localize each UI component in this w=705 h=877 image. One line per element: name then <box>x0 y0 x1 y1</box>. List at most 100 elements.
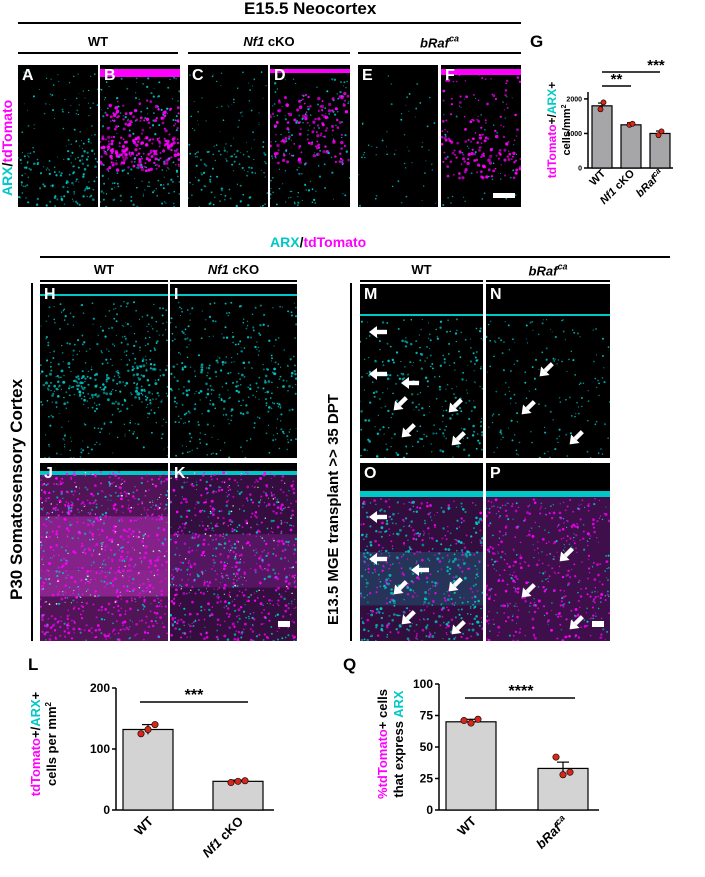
data-point-0-1 <box>145 726 151 732</box>
svg-text:tdTomato+/ARX+: tdTomato+/ARX+ <box>545 82 559 178</box>
micrograph-j: J <box>40 463 168 641</box>
x-category-label-0: WT <box>588 167 609 188</box>
micrograph-b: B <box>100 65 180 207</box>
data-point-0-0 <box>461 717 467 723</box>
bar-1 <box>621 125 641 168</box>
panel-label-d: D <box>274 67 286 85</box>
vlabel-mge: E13.5 MGE transplant >> 35 DPT <box>325 394 342 625</box>
scale-bar-k <box>278 621 290 627</box>
x-category-label-2: bRafca <box>633 166 667 200</box>
micrograph-a: A <box>18 65 98 207</box>
sig-label: **** <box>509 683 535 700</box>
y-tick-label: 0 <box>426 803 433 817</box>
panel-label-n: N <box>490 286 502 304</box>
y-axis-label: tdTomato+/ARX+cells per mm2 <box>28 691 59 796</box>
header-wt-top: WT <box>18 34 178 49</box>
micrograph-i: I <box>170 284 297 458</box>
micrograph-h: H <box>40 284 168 458</box>
micrograph-d: D <box>270 65 350 207</box>
arrow-pN-0 <box>535 359 556 380</box>
header-nf1-top: Nf1 cKO <box>188 34 350 49</box>
arrow-pM-1 <box>369 368 387 380</box>
data-point-0-0 <box>598 107 603 112</box>
panel-label-i: I <box>174 286 178 304</box>
bar-0 <box>592 106 612 168</box>
panel-label-p: P <box>490 465 501 483</box>
data-point-0-0 <box>138 731 144 737</box>
scale-bar-f <box>493 193 515 198</box>
x-category-label-0: WT <box>454 813 479 838</box>
svg-text:cells/mm2: cells/mm2 <box>561 104 573 155</box>
header-braf-mge: bRafca <box>486 262 610 278</box>
micrograph-k: K <box>170 463 297 641</box>
panel-label-a: A <box>22 67 34 85</box>
data-point-1-1 <box>235 778 241 784</box>
micrograph-n: N <box>486 284 610 458</box>
data-point-1-0 <box>228 779 234 785</box>
data-point-0-2 <box>152 721 158 727</box>
panel-label-c: C <box>192 67 204 85</box>
x-category-label-1: Nf1 cKO <box>199 814 246 861</box>
x-category-label-0: WT <box>131 813 156 838</box>
arrow-pM-0 <box>369 326 387 338</box>
data-point-1-2 <box>242 778 248 784</box>
data-point-1-2 <box>567 769 573 775</box>
data-point-1-1 <box>560 772 566 778</box>
sig-label-1: ** <box>611 71 623 88</box>
mid-header-arx-tdtomato: ARX/tdTomato <box>270 234 366 250</box>
sig-label: *** <box>185 687 204 704</box>
panel-label-b: B <box>104 67 116 85</box>
data-point-0-2 <box>475 716 481 722</box>
scale-bar-p <box>592 621 604 627</box>
y-tick-label: 25 <box>420 772 434 786</box>
x-category-label-1: bRafca <box>532 813 571 852</box>
header-wt-mge: WT <box>360 262 483 277</box>
y-tick-label: 75 <box>420 709 434 723</box>
arrow-pN-2 <box>565 427 586 448</box>
panel-label-h: H <box>44 286 56 304</box>
header-nf1-p30: Nf1 cKO <box>170 262 297 277</box>
data-point-1-1 <box>630 121 635 126</box>
rule-wt-mge <box>360 280 483 282</box>
vlabel-p30: P30 Somatosensory Cortex <box>7 379 27 600</box>
y-tick-label: 50 <box>420 740 434 754</box>
micrograph-m: M <box>360 284 483 458</box>
vlabel-arx-tdtomato-top: ARX/tdTomato <box>0 100 15 196</box>
micrograph-p: P <box>486 463 610 641</box>
y-tick-label: 0 <box>103 803 110 817</box>
top-title-rule <box>18 22 521 24</box>
header-wt-p30: WT <box>40 262 168 277</box>
mid-header-rule <box>40 256 670 258</box>
arrow-pM-5 <box>397 420 418 441</box>
y-tick-label: 0 <box>578 165 582 172</box>
vrule-mge <box>350 283 352 641</box>
panel-label-k: K <box>174 465 186 483</box>
header-braf-top: bRafca <box>358 34 521 50</box>
rule-nf1-p30 <box>170 280 297 282</box>
top-title: E15.5 Neocortex <box>244 0 376 19</box>
y-tick-label: 200 <box>90 681 110 695</box>
panel-label-f: F <box>445 67 455 85</box>
arrow-pN-1 <box>517 397 538 418</box>
panel-label-o: O <box>364 465 376 483</box>
vrule-p30 <box>31 283 33 641</box>
data-point-0-1 <box>468 720 474 726</box>
panel-label-e: E <box>362 67 373 85</box>
panel-letter-g: G <box>530 32 543 52</box>
data-point-0-1 <box>601 100 606 105</box>
rule-wt-top <box>18 52 178 54</box>
micrograph-f: F <box>441 65 521 207</box>
arrow-pM-3 <box>389 393 410 414</box>
micrograph-o: O <box>360 463 483 641</box>
sig-label-2: *** <box>647 57 665 74</box>
rule-wt-p30 <box>40 280 168 282</box>
bar-0 <box>123 729 173 810</box>
y-tick-label: 100 <box>413 677 433 691</box>
micrograph-c: C <box>188 65 268 207</box>
y-tick-label: 2000 <box>566 96 582 103</box>
bar-2 <box>650 133 670 168</box>
